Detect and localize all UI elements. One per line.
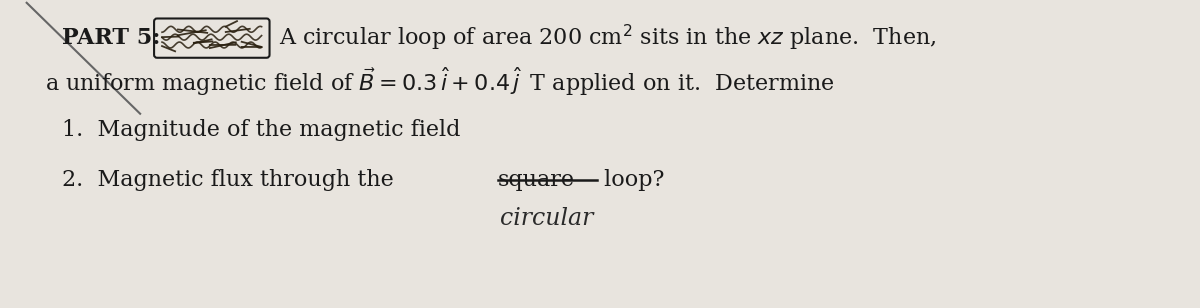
Text: loop?: loop? [596,168,664,191]
Text: PART 5:: PART 5: [62,27,161,49]
Text: circular: circular [500,207,594,230]
Text: a uniform magnetic field of $\vec{B} = 0.3\,\hat{i} + 0.4\,\hat{j}\,$ T applied : a uniform magnetic field of $\vec{B} = 0… [44,65,834,98]
Text: square: square [498,168,575,191]
Text: A circular loop of area 200 cm$^2$ sits in the $xz$ plane.  Then,: A circular loop of area 200 cm$^2$ sits … [280,23,937,53]
Text: 1.  Magnitude of the magnetic field: 1. Magnitude of the magnetic field [62,120,461,141]
Text: 2.  Magnetic flux through the: 2. Magnetic flux through the [62,168,401,191]
